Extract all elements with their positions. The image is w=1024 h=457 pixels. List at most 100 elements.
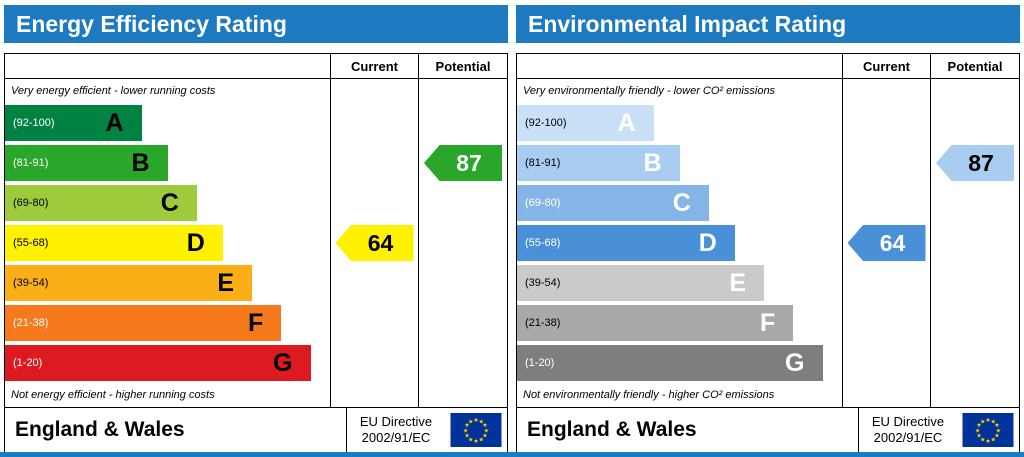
band-row-a: (92-100) A xyxy=(517,103,1019,143)
top-note-row: Very environmentally friendly - lower CO… xyxy=(517,79,1019,103)
band-g-letter: G xyxy=(785,348,805,377)
eu-directive-line1: EU Directive xyxy=(871,414,945,429)
current-rating-arrow: 64 xyxy=(335,225,414,261)
band-row-c: (69-80) C xyxy=(5,183,507,223)
svg-text:★: ★ xyxy=(478,436,484,443)
band-g-range: (1-20) xyxy=(525,357,555,369)
current-column-header: Current xyxy=(843,54,931,78)
band-c-range: (69-80) xyxy=(525,197,561,209)
svg-text:★: ★ xyxy=(976,433,982,440)
current-column-header: Current xyxy=(331,54,419,78)
top-note: Very environmentally friendly - lower CO… xyxy=(523,85,776,97)
band-d-letter: D xyxy=(698,228,717,257)
svg-text:★: ★ xyxy=(980,418,986,425)
band-g-letter: G xyxy=(273,348,293,377)
svg-text:★: ★ xyxy=(976,422,982,429)
band-e-letter: E xyxy=(729,268,746,297)
svg-text:★: ★ xyxy=(975,427,981,434)
potential-column-header: Potential xyxy=(419,54,507,78)
svg-text:★: ★ xyxy=(980,436,986,443)
svg-text:★: ★ xyxy=(478,418,484,425)
potential-column-header: Potential xyxy=(931,54,1019,78)
band-row-f: (21-38) F xyxy=(517,303,1019,343)
eu-directive-line2: 2002/91/EC xyxy=(361,430,431,445)
bottom-note-row: Not environmentally friendly - higher CO… xyxy=(517,383,1019,407)
band-a-letter: A xyxy=(617,108,636,137)
band-a-range: (92-100) xyxy=(525,117,567,129)
region-label: England & Wales xyxy=(527,418,697,441)
header-spacer xyxy=(517,54,843,78)
bottom-note-row: Not energy efficient - higher running co… xyxy=(5,383,507,407)
band-row-b: (81-91) B 87 xyxy=(517,143,1019,183)
band-f-range: (21-38) xyxy=(13,317,49,329)
band-row-d: (55-68) D 64 xyxy=(517,223,1019,263)
environmental-panel-title: Environmental Impact Rating xyxy=(516,5,1020,43)
svg-text:★: ★ xyxy=(990,436,996,443)
column-header-row: Current Potential xyxy=(517,54,1019,79)
band-a: (92-100) A xyxy=(5,105,142,141)
band-row-g: (1-20) G xyxy=(5,343,507,383)
band-e-range: (39-54) xyxy=(13,277,49,289)
region-label: England & Wales xyxy=(15,418,185,441)
band-d-letter: D xyxy=(186,228,205,257)
header-spacer xyxy=(5,54,331,78)
band-c-letter: C xyxy=(672,188,691,217)
current-header-label: Current xyxy=(351,58,398,74)
energy-rating-table: Current Potential Very energy efficient … xyxy=(4,53,508,408)
band-b-letter: B xyxy=(131,148,150,177)
band-g: (1-20) G xyxy=(517,345,823,381)
band-e: (39-54) E xyxy=(5,265,252,301)
potential-rating-arrow: 87 xyxy=(424,145,502,181)
current-rating-value: 64 xyxy=(879,229,906,256)
bottom-accent-bar xyxy=(0,452,1024,457)
current-header-label: Current xyxy=(863,58,910,74)
energy-panel-title: Energy Efficiency Rating xyxy=(4,5,508,43)
svg-text:★: ★ xyxy=(994,422,1000,429)
band-row-e: (39-54) E xyxy=(517,263,1019,303)
band-row-a: (92-100) A xyxy=(5,103,507,143)
band-f-range: (21-38) xyxy=(525,317,561,329)
column-header-row: Current Potential xyxy=(5,54,507,79)
svg-text:★: ★ xyxy=(482,422,488,429)
svg-text:★: ★ xyxy=(484,427,490,434)
environmental-impact-panel: Environmental Impact Rating Current Pote… xyxy=(516,5,1020,453)
band-f-letter: F xyxy=(759,308,776,337)
energy-efficiency-panel: Energy Efficiency Rating Current Potenti… xyxy=(4,5,508,453)
environmental-panel-footer: England & Wales EU Directive 2002/91/EC … xyxy=(516,408,1020,453)
svg-text:★: ★ xyxy=(473,438,479,445)
top-note: Very energy efficient - lower running co… xyxy=(11,85,216,97)
band-row-g: (1-20) G xyxy=(517,343,1019,383)
band-row-f: (21-38) F xyxy=(5,303,507,343)
energy-panel-footer: England & Wales EU Directive 2002/91/EC … xyxy=(4,408,508,453)
band-c-letter: C xyxy=(160,188,179,217)
svg-text:★: ★ xyxy=(464,422,470,429)
top-note-row: Very energy efficient - lower running co… xyxy=(5,79,507,103)
current-rating-value: 64 xyxy=(367,229,394,256)
svg-text:★: ★ xyxy=(996,427,1002,434)
potential-rating-value: 87 xyxy=(968,149,994,176)
band-d-range: (55-68) xyxy=(525,237,561,249)
svg-text:★: ★ xyxy=(463,427,469,434)
svg-text:★: ★ xyxy=(468,436,474,443)
potential-header-label: Potential xyxy=(947,58,1003,74)
band-f-letter: F xyxy=(247,308,264,337)
eu-directive-label: EU Directive 2002/91/EC xyxy=(858,408,957,452)
band-b: (81-91) B xyxy=(517,145,680,181)
band-c-range: (69-80) xyxy=(13,197,49,209)
band-d: (55-68) D xyxy=(517,225,735,261)
svg-text:★: ★ xyxy=(990,418,996,425)
band-row-b: (81-91) B 87 xyxy=(5,143,507,183)
potential-rating-value: 87 xyxy=(456,149,482,176)
eu-directive-line1: EU Directive xyxy=(359,414,433,429)
bottom-note: Not energy efficient - higher running co… xyxy=(11,389,215,401)
bottom-note: Not environmentally friendly - higher CO… xyxy=(523,389,775,401)
band-row-e: (39-54) E xyxy=(5,263,507,303)
svg-text:★: ★ xyxy=(473,417,479,424)
eu-flag-icon: ★ ★ ★ ★ ★ ★ ★ ★ ★ ★ ★ ★ xyxy=(957,408,1019,452)
band-e-range: (39-54) xyxy=(525,277,561,289)
band-b: (81-91) B xyxy=(5,145,168,181)
potential-header-label: Potential xyxy=(435,58,491,74)
eu-flag-icon: ★ ★ ★ ★ ★ ★ ★ ★ ★ ★ ★ ★ xyxy=(445,408,507,452)
svg-text:★: ★ xyxy=(985,417,991,424)
